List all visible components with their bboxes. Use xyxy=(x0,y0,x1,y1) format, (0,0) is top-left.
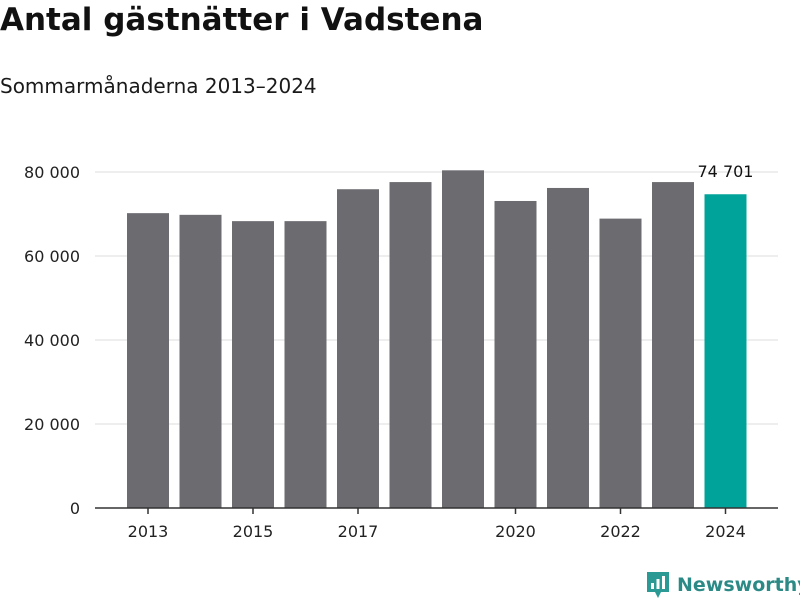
x-tick-label: 2013 xyxy=(128,522,169,541)
bar-2019 xyxy=(442,170,484,508)
newsworthy-logo-icon xyxy=(647,572,669,598)
y-tick-label: 20 000 xyxy=(24,415,80,434)
x-axis-ticks: 2013 2015 2017 2020 2022 2024 xyxy=(128,508,746,541)
x-tick-label: 2020 xyxy=(495,522,536,541)
chart-subtitle: Sommarmånaderna 2013–2024 xyxy=(0,74,317,98)
bar-2024 xyxy=(704,194,747,508)
bar-2020 xyxy=(494,200,537,509)
bar-2023 xyxy=(652,182,694,508)
bar-2014 xyxy=(179,214,222,508)
x-tick-label: 2024 xyxy=(705,522,746,541)
y-axis-ticks: 0 20 000 40 000 60 000 80 000 xyxy=(24,163,80,518)
y-tick-label: 80 000 xyxy=(24,163,80,182)
data-labels: 74 701 xyxy=(698,162,754,181)
bar-2017 xyxy=(337,189,379,508)
x-tick-label: 2022 xyxy=(600,522,641,541)
bar-2015 xyxy=(232,221,274,508)
bars xyxy=(95,170,778,509)
y-tick-label: 0 xyxy=(70,499,80,518)
bar-2016 xyxy=(284,221,327,508)
y-tick-label: 40 000 xyxy=(24,331,80,350)
data-label-2024: 74 701 xyxy=(698,162,754,181)
brand: Newsworthy xyxy=(645,570,800,600)
bar-2021 xyxy=(547,187,589,508)
x-tick-label: 2017 xyxy=(338,522,379,541)
bar-2018 xyxy=(389,182,432,508)
bar-2013 xyxy=(127,213,169,508)
y-tick-label: 60 000 xyxy=(24,247,80,266)
chart-title: Antal gästnätter i Vadstena xyxy=(0,2,484,38)
bar-2022 xyxy=(599,218,642,508)
brand-name: Newsworthy xyxy=(677,574,800,596)
x-tick-label: 2015 xyxy=(233,522,274,541)
